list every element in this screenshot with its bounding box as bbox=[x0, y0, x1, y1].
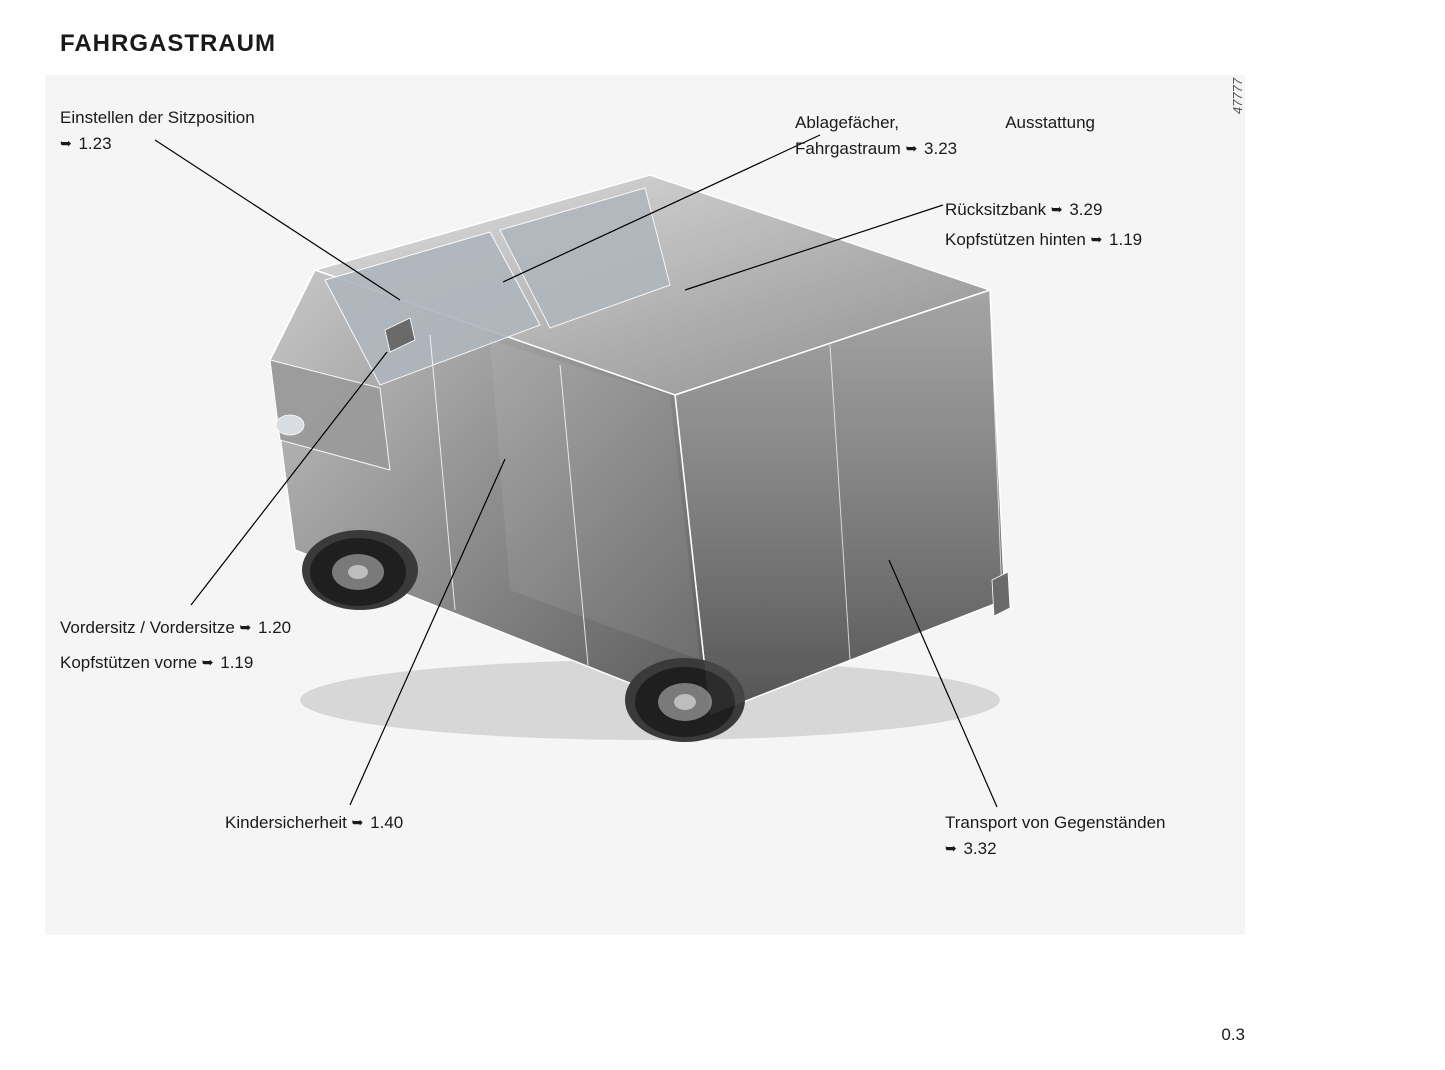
arrow-icon: ➥ bbox=[60, 133, 72, 154]
callout-text: Vordersitz / Vordersitze bbox=[60, 618, 235, 637]
callout-ref-value: 1.23 bbox=[78, 134, 111, 153]
callout-front-headrests: Kopfstützen vorne ➥ 1.19 bbox=[60, 650, 400, 676]
callout-text: Kopfstützen vorne bbox=[60, 653, 197, 672]
arrow-icon: ➥ bbox=[945, 838, 957, 859]
arrow-icon: ➥ bbox=[240, 617, 252, 638]
callout-rear-bench: Rücksitzbank ➥ 3.29 bbox=[945, 197, 1245, 223]
callout-ref: ➥ 3.29 bbox=[1051, 200, 1103, 219]
callout-ref: ➥ 3.32 bbox=[945, 839, 997, 858]
arrow-icon: ➥ bbox=[352, 812, 364, 833]
callout-transport: Transport von Gegenständen ➥ 3.32 bbox=[945, 810, 1245, 861]
figure-id: 47777 bbox=[1230, 78, 1245, 114]
page-number: 0.3 bbox=[1221, 1025, 1245, 1045]
arrow-icon: ➥ bbox=[202, 652, 214, 673]
arrow-icon: ➥ bbox=[1091, 229, 1103, 250]
callout-ref: ➥ 1.20 bbox=[240, 618, 292, 637]
callout-text: Rücksitzbank bbox=[945, 200, 1046, 219]
callout-ref: ➥ 1.40 bbox=[352, 813, 404, 832]
callout-rear-headrests: Kopfstützen hinten ➥ 1.19 bbox=[945, 227, 1245, 253]
callout-text: Kopfstützen hinten bbox=[945, 230, 1086, 249]
callout-ref: ➥ 3.23 bbox=[906, 139, 958, 158]
callout-storage: Ablagefächer, Ausstattung Fahrgastraum ➥… bbox=[795, 110, 1095, 161]
callout-text: Transport von Gegenständen bbox=[945, 813, 1166, 832]
callout-ref: ➥ 1.23 bbox=[60, 134, 112, 153]
callout-ref-value: 3.32 bbox=[963, 839, 996, 858]
callout-child-safety: Kindersicherheit ➥ 1.40 bbox=[225, 810, 485, 836]
callout-ref-value: 3.23 bbox=[924, 139, 957, 158]
callout-ref: ➥ 1.19 bbox=[1091, 230, 1143, 249]
page-title: FAHRGASTRAUM bbox=[60, 30, 276, 58]
callout-text: Kindersicherheit bbox=[225, 813, 347, 832]
callout-ref: ➥ 1.19 bbox=[202, 653, 254, 672]
callout-ref-value: 1.19 bbox=[1109, 230, 1142, 249]
callout-ref-value: 1.19 bbox=[220, 653, 253, 672]
arrow-icon: ➥ bbox=[906, 138, 918, 159]
callout-ref-value: 3.29 bbox=[1069, 200, 1102, 219]
arrow-icon: ➥ bbox=[1051, 199, 1063, 220]
callout-seat-position: Einstellen der Sitzposition ➥ 1.23 bbox=[60, 105, 320, 156]
callout-ref-value: 1.20 bbox=[258, 618, 291, 637]
callout-ref-value: 1.40 bbox=[370, 813, 403, 832]
callout-front-seats: Vordersitz / Vordersitze ➥ 1.20 bbox=[60, 615, 400, 641]
callout-text: Einstellen der Sitzposition bbox=[60, 108, 255, 127]
